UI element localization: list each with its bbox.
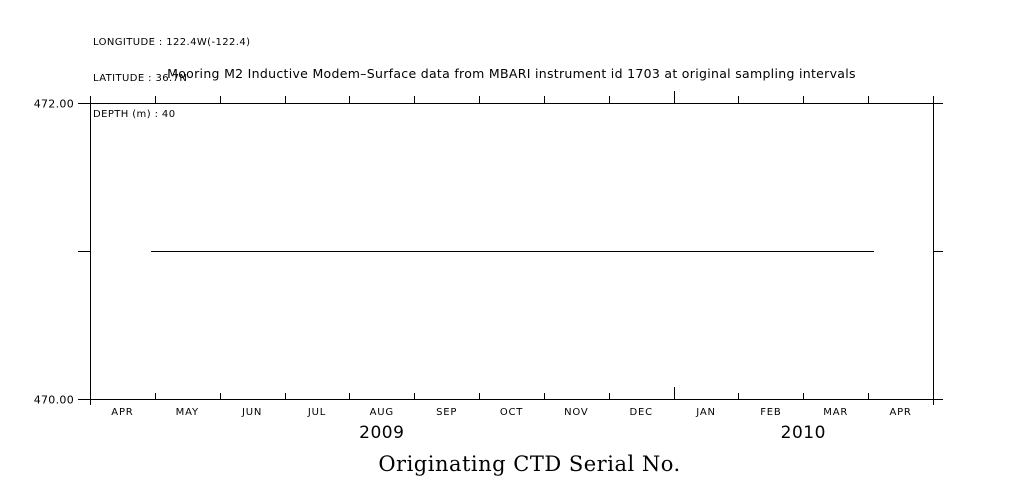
month-label: APR [111,407,134,418]
month-tick-bottom [933,393,934,399]
month-tick-top [349,96,350,103]
depth-label: DEPTH (m) : 40 [93,109,176,120]
month-tick-top [220,96,221,103]
month-tick-top [544,96,545,103]
axis-overshoot [933,399,934,405]
month-tick-top [868,96,869,103]
y-tick-right [933,399,943,400]
y-tick-left [78,251,90,252]
month-tick-bottom [738,393,739,399]
month-tick-bottom [868,393,869,399]
month-label: JAN [696,407,716,418]
month-tick-bottom [90,393,91,399]
month-tick-bottom [220,393,221,399]
month-label: DEC [629,407,653,418]
y-tick-label: 472.00 [33,97,74,111]
month-tick-top [738,96,739,103]
month-label: MAR [823,407,849,418]
month-tick-bottom [155,393,156,399]
month-label: FEB [760,407,782,418]
chart-title: Mooring M2 Inductive Modem–Surface data … [167,66,856,81]
month-label: OCT [499,407,524,418]
month-tick-top [285,96,286,103]
axis-overshoot [90,399,91,405]
month-tick-bottom [544,393,545,399]
x-axis-bottom-title: Originating CTD Serial No. [378,452,681,476]
month-tick-bottom [609,393,610,399]
y-tick-right [933,251,943,252]
month-tick-top [414,96,415,103]
year-label: 2009 [359,423,405,443]
month-tick-top [933,96,934,103]
month-tick-top [479,96,480,103]
month-label: JUN [242,407,263,418]
longitude-label: LONGITUDE : 122.4W(-122.4) [93,37,251,48]
month-tick-bottom [285,393,286,399]
month-tick-bottom [674,387,675,399]
latitude-label: LATITUDE : 36.7N [93,73,188,84]
month-tick-top [803,96,804,103]
year-label: 2010 [780,423,826,443]
y-tick-label: 470.00 [33,393,74,407]
month-label: NOV [564,407,589,418]
month-label: AUG [369,407,394,418]
station-info-block: LONGITUDE : 122.4W(-122.4) LATITUDE : 36… [93,13,250,145]
data-line [150,251,874,252]
month-label: SEP [436,407,458,418]
month-tick-bottom [479,393,480,399]
month-label: MAY [175,407,199,418]
y-tick-right [933,103,943,104]
month-tick-bottom [414,393,415,399]
y-tick-left [78,399,90,400]
y-tick-left [78,103,90,104]
month-label: APR [889,407,912,418]
month-label: JUL [307,407,327,418]
month-tick-bottom [803,393,804,399]
month-tick-top [90,96,91,103]
month-tick-bottom [349,393,350,399]
month-tick-top [674,91,675,103]
month-tick-top [609,96,610,103]
month-tick-top [155,96,156,103]
